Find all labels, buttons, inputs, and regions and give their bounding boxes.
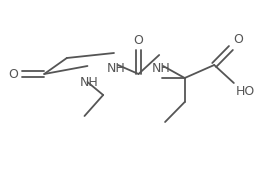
Text: NH: NH xyxy=(106,62,125,75)
Text: O: O xyxy=(8,68,18,81)
Text: NH: NH xyxy=(80,76,99,89)
Text: O: O xyxy=(233,33,243,46)
Text: O: O xyxy=(134,34,143,47)
Text: HO: HO xyxy=(236,85,255,98)
Text: NH: NH xyxy=(152,62,170,75)
